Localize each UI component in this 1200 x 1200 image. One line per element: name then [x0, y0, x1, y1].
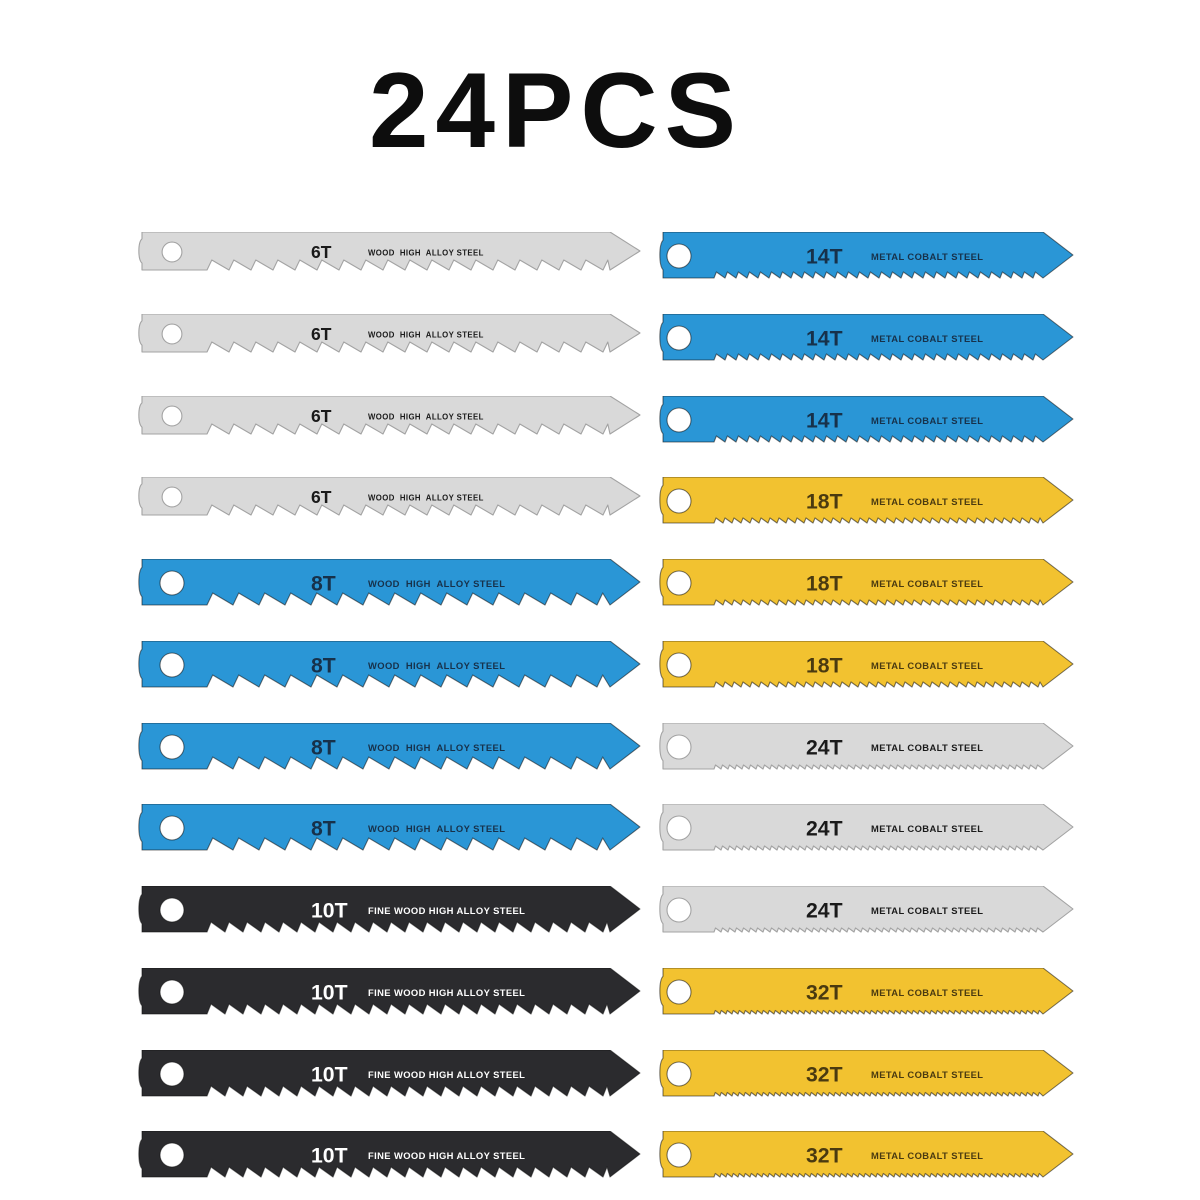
svg-text:18T: 18T [806, 572, 843, 595]
svg-text:8T: 8T [311, 736, 336, 759]
svg-text:METAL COBALT STEEL: METAL COBALT STEEL [871, 251, 983, 262]
svg-text:6T: 6T [311, 487, 332, 507]
svg-text:FINE WOOD HIGH ALLOY STEEL: FINE WOOD HIGH ALLOY STEEL [368, 1069, 525, 1080]
svg-text:WOOD HIGH ALLOY STEEL: WOOD HIGH ALLOY STEEL [368, 494, 484, 503]
svg-text:WOOD HIGH ALLOY STEEL: WOOD HIGH ALLOY STEEL [368, 330, 484, 339]
svg-text:32T: 32T [806, 1145, 843, 1168]
svg-text:6T: 6T [311, 406, 332, 426]
svg-text:8T: 8T [311, 654, 336, 677]
svg-text:24T: 24T [806, 818, 843, 841]
svg-text:METAL COBALT STEEL: METAL COBALT STEEL [871, 496, 983, 507]
svg-text:WOOD HIGH ALLOY STEEL: WOOD HIGH ALLOY STEEL [368, 823, 505, 834]
svg-text:14T: 14T [806, 245, 843, 268]
svg-text:14T: 14T [806, 327, 843, 350]
svg-text:8T: 8T [311, 572, 336, 595]
svg-text:WOOD HIGH ALLOY STEEL: WOOD HIGH ALLOY STEEL [368, 248, 484, 257]
svg-text:METAL COBALT STEEL: METAL COBALT STEEL [871, 578, 983, 589]
svg-text:METAL COBALT STEEL: METAL COBALT STEEL [871, 823, 983, 834]
svg-text:METAL COBALT STEEL: METAL COBALT STEEL [871, 660, 983, 671]
svg-text:10T: 10T [311, 1063, 348, 1086]
svg-text:FINE WOOD HIGH ALLOY STEEL: FINE WOOD HIGH ALLOY STEEL [368, 905, 525, 916]
svg-text:WOOD HIGH ALLOY STEEL: WOOD HIGH ALLOY STEEL [368, 412, 484, 421]
svg-text:18T: 18T [806, 654, 843, 677]
svg-text:FINE WOOD HIGH ALLOY STEEL: FINE WOOD HIGH ALLOY STEEL [368, 987, 525, 998]
svg-text:10T: 10T [311, 900, 348, 923]
svg-text:8T: 8T [311, 818, 336, 841]
svg-text:32T: 32T [806, 1063, 843, 1086]
svg-text:10T: 10T [311, 1145, 348, 1168]
svg-text:WOOD HIGH ALLOY STEEL: WOOD HIGH ALLOY STEEL [368, 742, 505, 753]
svg-text:10T: 10T [311, 981, 348, 1004]
svg-text:FINE WOOD HIGH ALLOY STEEL: FINE WOOD HIGH ALLOY STEEL [368, 1151, 525, 1162]
svg-text:6T: 6T [311, 324, 332, 344]
svg-text:14T: 14T [806, 409, 843, 432]
svg-text:32T: 32T [806, 981, 843, 1004]
svg-text:METAL COBALT STEEL: METAL COBALT STEEL [871, 333, 983, 344]
svg-text:METAL COBALT STEEL: METAL COBALT STEEL [871, 1069, 983, 1080]
svg-text:METAL COBALT STEEL: METAL COBALT STEEL [871, 905, 983, 916]
svg-text:18T: 18T [806, 491, 843, 514]
svg-text:METAL COBALT STEEL: METAL COBALT STEEL [871, 742, 983, 753]
svg-text:6T: 6T [311, 242, 332, 262]
svg-text:WOOD HIGH ALLOY STEEL: WOOD HIGH ALLOY STEEL [368, 578, 505, 589]
svg-text:WOOD HIGH ALLOY STEEL: WOOD HIGH ALLOY STEEL [368, 660, 505, 671]
svg-text:METAL COBALT STEEL: METAL COBALT STEEL [871, 415, 983, 426]
svg-text:METAL COBALT STEEL: METAL COBALT STEEL [871, 987, 983, 998]
svg-text:METAL COBALT STEEL: METAL COBALT STEEL [871, 1151, 983, 1162]
svg-text:24T: 24T [806, 900, 843, 923]
svg-text:24T: 24T [806, 736, 843, 759]
